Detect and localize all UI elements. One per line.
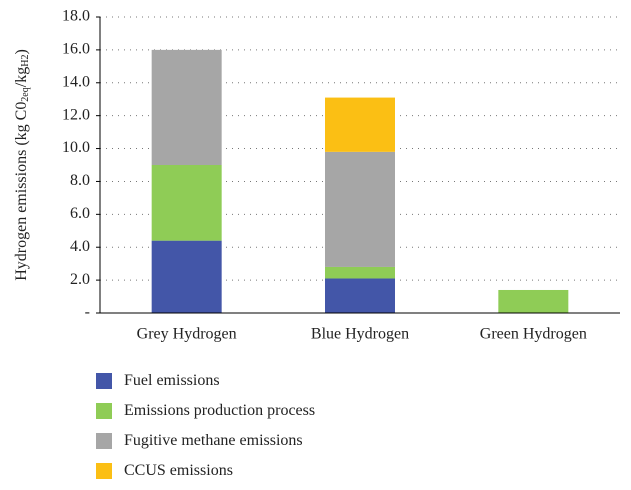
label-part: /kg (13, 67, 30, 87)
legend-swatch (96, 403, 112, 419)
legend-swatch (96, 463, 112, 479)
y-tick-label: 2.0 (70, 271, 90, 288)
y-tick-label: 18.0 (62, 8, 90, 25)
bar-segment (151, 165, 222, 241)
legend-label: CCUS emissions (124, 462, 233, 479)
y-tick-label: 10.0 (62, 139, 90, 156)
y-tick-label: 16.0 (62, 41, 90, 58)
chart: Hydrogen emissions (kg C02eq/kgH2) - 2.0 4… (13, 8, 620, 343)
legend-item: Emissions production process (96, 400, 361, 422)
bar-segment (325, 97, 395, 152)
legend-swatch (96, 433, 112, 449)
y-tick-label: 4.0 (70, 238, 90, 255)
x-tick-label: Green Hydrogen (480, 326, 587, 343)
legend-item: Fugitive methane emissions (96, 430, 361, 452)
bar-segment (325, 278, 395, 313)
bar-segment (325, 266, 395, 279)
legend-label: Fuel emissions (124, 372, 220, 389)
x-tick-label: Grey Hydrogen (137, 326, 237, 343)
label-part: Hydrogen emissions (kg C0 (13, 102, 30, 281)
bar-segment (325, 151, 395, 267)
legend-item: CCUS emissions (96, 460, 361, 482)
subscript: H2 (20, 55, 31, 67)
bar-segment (151, 240, 222, 313)
y-tick-label: 6.0 (70, 205, 90, 222)
y-tick-label: 14.0 (62, 73, 90, 90)
legend: Fuel emissions Emissions production proce… (96, 370, 616, 490)
legend-swatch (96, 373, 112, 389)
y-tick-label: 8.0 (70, 172, 90, 189)
legend-label: Fugitive methane emissions (124, 432, 303, 449)
label-part: ) (13, 49, 30, 54)
y-axis-label: Hydrogen emissions (kg C02eq/kgH2) (13, 49, 32, 281)
page: Hydrogen emissions (kg C02eq/kgH2) - 2.0 4… (12, 7, 620, 479)
y-tick-label: - (85, 304, 90, 321)
y-tick-label: 12.0 (62, 106, 90, 123)
legend-label: Emissions production process (124, 402, 316, 419)
bar-segment (498, 289, 569, 313)
subscript: 2eq (20, 87, 31, 101)
x-tick-label: Blue Hydrogen (311, 326, 409, 343)
bar-segment (151, 49, 222, 166)
legend-item: Fuel emissions (96, 370, 361, 392)
